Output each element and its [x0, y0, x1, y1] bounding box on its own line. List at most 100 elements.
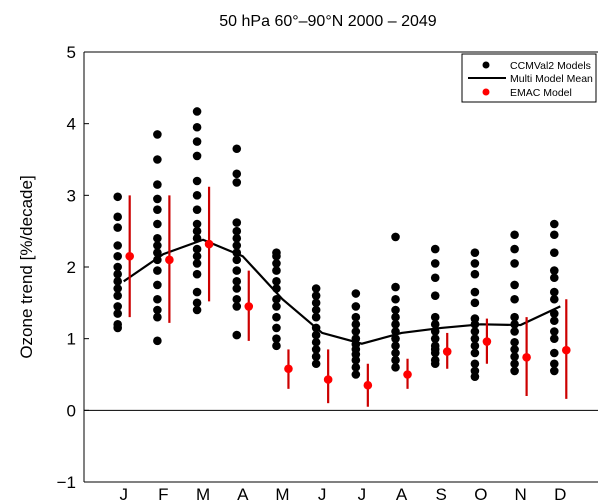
model-point — [549, 219, 559, 229]
model-point — [351, 363, 361, 372]
model-point — [391, 312, 400, 322]
x-tick-label: F — [158, 485, 168, 504]
model-point — [510, 366, 519, 376]
model-point — [153, 155, 162, 164]
model-point — [549, 316, 559, 326]
model-point — [549, 334, 559, 343]
model-point — [430, 334, 440, 343]
x-tick-label: A — [396, 485, 408, 504]
model-point — [311, 352, 321, 361]
model-point — [113, 262, 122, 272]
model-point — [510, 337, 519, 347]
model-point — [272, 248, 281, 257]
model-point — [470, 334, 480, 343]
plot-area: −1 0 1 2 3 4 5 J F M A M J J A S O N D — [57, 43, 598, 504]
model-point — [510, 259, 519, 268]
model-point — [192, 205, 202, 214]
model-point — [153, 312, 162, 322]
model-point — [113, 269, 122, 279]
emac-point — [244, 302, 254, 311]
model-point — [549, 327, 559, 336]
model-point — [430, 355, 440, 365]
model-point — [153, 248, 162, 257]
model-point — [272, 259, 281, 268]
model-point — [272, 302, 281, 311]
model-point — [351, 327, 361, 336]
model-point — [153, 130, 162, 139]
model-point — [430, 291, 440, 300]
model-point — [232, 226, 242, 236]
y-tick-label: 0 — [67, 401, 76, 420]
model-point — [311, 305, 321, 315]
emac-point — [522, 353, 531, 362]
model-point — [549, 266, 559, 275]
model-point — [311, 298, 321, 308]
emac-point — [442, 347, 452, 356]
emac-point — [482, 337, 492, 346]
model-point — [232, 294, 242, 304]
emac-point — [323, 375, 333, 384]
model-point — [430, 244, 440, 254]
model-point — [510, 280, 519, 290]
model-point — [510, 359, 519, 369]
model-point — [470, 327, 480, 336]
model-point — [232, 218, 242, 227]
model-point — [510, 312, 519, 322]
y-tick-label: −1 — [57, 473, 76, 492]
model-point — [311, 330, 321, 340]
model-point — [232, 302, 242, 311]
x-tick-label: J — [358, 485, 367, 504]
x-tick-label: J — [119, 485, 128, 504]
model-point — [549, 287, 559, 297]
model-point — [192, 269, 202, 279]
legend-marker-models — [482, 61, 490, 69]
emac-point — [363, 380, 373, 390]
model-point — [311, 312, 321, 322]
model-point — [391, 294, 400, 304]
model-point — [192, 226, 202, 236]
model-point — [470, 298, 480, 308]
model-point — [311, 337, 321, 347]
model-point — [391, 334, 400, 343]
model-point — [391, 363, 400, 372]
x-tick-label: D — [554, 485, 566, 504]
emac-point — [165, 255, 174, 265]
model-point — [192, 244, 202, 254]
legend-label-mean: Multi Model Mean — [510, 73, 593, 85]
model-point — [153, 294, 162, 304]
model-point — [192, 251, 202, 261]
model-point — [192, 122, 202, 132]
model-point — [549, 359, 559, 369]
y-tick-label: 2 — [67, 258, 76, 277]
model-point — [232, 277, 242, 286]
model-point — [351, 370, 361, 379]
x-tick-label: M — [275, 485, 289, 504]
model-point — [272, 277, 281, 286]
model-point — [232, 178, 242, 187]
model-point — [153, 194, 162, 204]
model-point — [510, 230, 519, 240]
model-point — [272, 334, 281, 343]
y-axis-label: Ozone trend [%/decade] — [17, 175, 36, 358]
emac-point — [561, 345, 571, 355]
model-point — [351, 289, 361, 298]
model-point — [549, 294, 559, 304]
legend-marker-emac — [482, 88, 490, 96]
model-point — [192, 298, 202, 308]
model-point — [153, 234, 162, 243]
model-point — [272, 323, 281, 333]
emac-point — [284, 364, 293, 374]
model-point — [192, 191, 202, 200]
model-point — [470, 314, 480, 323]
model-point — [113, 309, 122, 318]
chart-title: 50 hPa 60°–90°N 2000 – 2049 — [219, 13, 437, 30]
model-point — [272, 266, 281, 275]
model-point — [153, 241, 162, 250]
y-tick-label: 5 — [67, 43, 76, 62]
y-tick-label: 1 — [67, 330, 76, 349]
model-point — [272, 294, 281, 304]
model-point — [430, 259, 440, 268]
y-tick-label: 4 — [67, 115, 76, 134]
model-point — [153, 219, 162, 229]
